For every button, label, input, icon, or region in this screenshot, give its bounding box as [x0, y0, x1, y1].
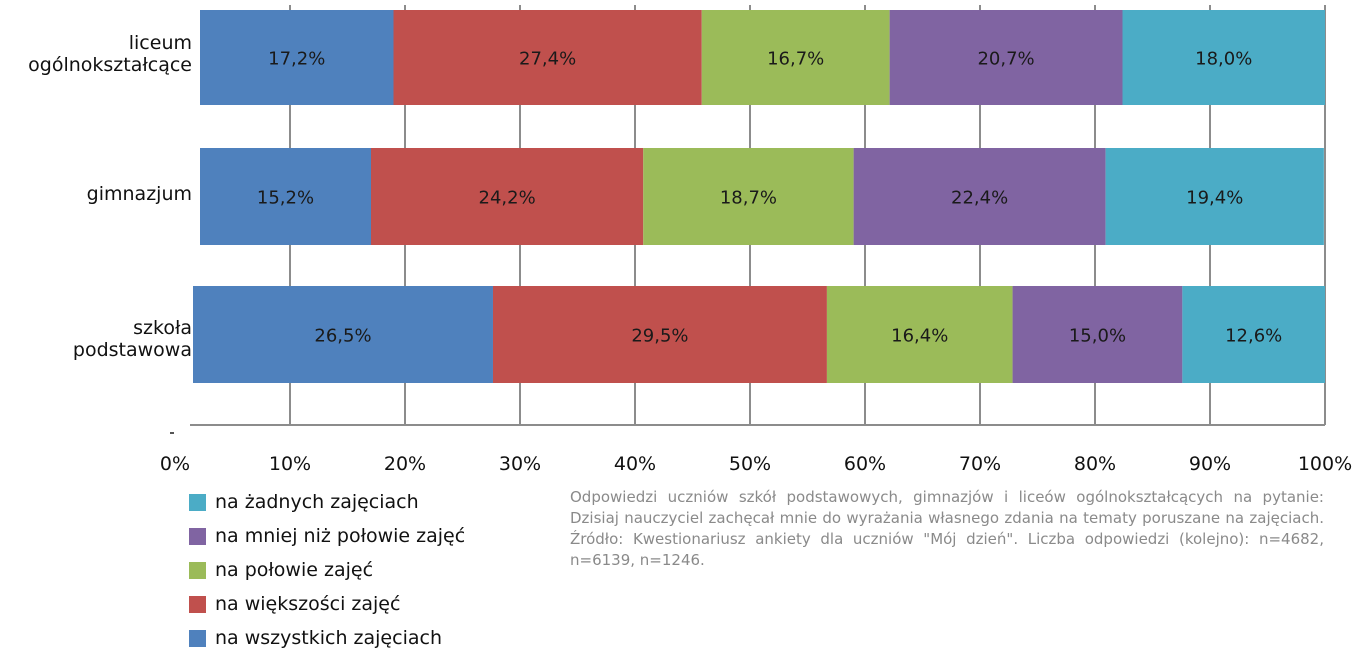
data-label: 17,2%	[268, 49, 325, 70]
category-label: szkoła podstawowa	[72, 317, 192, 361]
data-label: 18,0%	[1195, 49, 1252, 70]
bar-segment	[200, 10, 394, 105]
data-label: 16,4%	[891, 326, 948, 347]
bar-segment	[1105, 148, 1324, 245]
bar-segment	[701, 10, 890, 105]
legend-label: na większości zajęć	[215, 593, 401, 615]
bar-segment	[1182, 286, 1325, 383]
data-label: 20,7%	[977, 49, 1034, 70]
x-tick-label: 40%	[614, 453, 656, 475]
x-tick-label: 0%	[160, 453, 190, 475]
bar-segment	[1012, 286, 1183, 383]
legend-swatch	[189, 561, 206, 579]
bar-segment	[371, 148, 644, 245]
legend-item: na żadnych zajęciach	[189, 485, 465, 519]
x-tick-label: 30%	[499, 453, 541, 475]
data-label: 29,5%	[631, 326, 688, 347]
bar-segment	[492, 286, 827, 383]
data-label: 12,6%	[1225, 326, 1282, 347]
data-label: 15,2%	[257, 188, 314, 209]
legend-label: na połowie zajęć	[215, 559, 374, 581]
legend-label: na mniej niż połowie zajęć	[215, 525, 466, 547]
x-tick-label: 100%	[1298, 453, 1352, 475]
chart-note: Odpowiedzi uczniów szkół podstawowych, g…	[570, 488, 1324, 569]
bar-segment	[200, 148, 371, 245]
data-label: 15,0%	[1069, 326, 1126, 347]
data-label: 22,4%	[951, 188, 1008, 209]
data-label: 26,5%	[314, 326, 371, 347]
legend-item: na mniej niż połowie zajęć	[189, 519, 465, 553]
bar-segment	[889, 10, 1123, 105]
legend: na żadnych zajęciach na mniej niż połowie…	[189, 485, 465, 655]
legend-item: na większości zajęć	[189, 587, 465, 621]
bar-segment	[643, 148, 854, 245]
x-tick-label: 10%	[269, 453, 311, 475]
bar-segment	[853, 148, 1106, 245]
bar-segment	[393, 10, 702, 105]
data-label: 27,4%	[519, 49, 576, 70]
x-tick-label: 70%	[959, 453, 1001, 475]
x-tick-label: 90%	[1189, 453, 1231, 475]
data-label: 24,2%	[479, 188, 536, 209]
legend-label: na wszystkich zajęciach	[215, 627, 442, 649]
stacked-bar-chart: 17,2% 27,4% 16,7% 20,7% 18,0% 15,2% 24,2% 18,7%…	[160, 5, 1352, 475]
bar-segment	[826, 286, 1013, 383]
x-tick-label: 60%	[844, 453, 886, 475]
legend-swatch	[189, 527, 206, 545]
bar-segment	[1122, 10, 1325, 105]
legend-swatch	[189, 493, 206, 511]
x-tick-label: 20%	[384, 453, 426, 475]
data-label: 18,7%	[720, 188, 777, 209]
x-tick-label: 50%	[729, 453, 771, 475]
data-label: 19,4%	[1186, 188, 1243, 209]
bar-segment	[193, 286, 493, 383]
legend-item: na połowie zajęć	[189, 553, 465, 587]
legend-swatch	[189, 595, 206, 613]
legend-label: na żadnych zajęciach	[215, 491, 419, 513]
legend-item: na wszystkich zajęciach	[189, 621, 465, 655]
data-label: 16,7%	[767, 49, 824, 70]
legend-swatch	[189, 629, 206, 647]
x-tick-label: 80%	[1074, 453, 1116, 475]
category-label: gimnazjum	[86, 183, 192, 205]
category-label: liceum ogólnokształcące	[28, 32, 192, 76]
